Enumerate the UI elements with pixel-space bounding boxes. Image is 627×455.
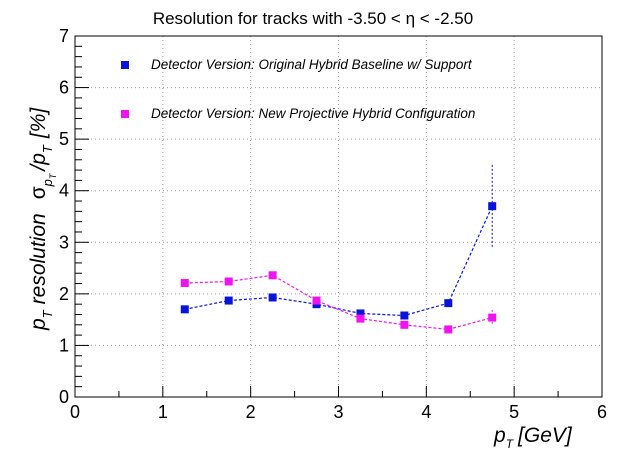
data-point [488, 202, 497, 211]
y-axis-label-resolution: resolution [27, 213, 50, 304]
legend-marker-new [121, 110, 129, 118]
data-point [312, 296, 321, 305]
y-axis-label-slash-sub: T [40, 144, 55, 153]
chart-title: Resolution for tracks with -3.50 < η < -… [153, 9, 473, 28]
data-series [180, 164, 497, 334]
data-point [400, 311, 409, 320]
x-tick-label: 6 [597, 402, 607, 422]
y-tick-label: 4 [59, 181, 69, 201]
y-tick-label: 5 [59, 129, 69, 149]
data-point [488, 313, 497, 322]
data-point [400, 320, 409, 329]
data-point [356, 314, 365, 323]
y-axis-label-slash-p: /p [27, 153, 50, 173]
pad-background [12, 0, 615, 455]
y-axis-label-unit: [%] [27, 107, 50, 140]
data-point [180, 279, 189, 288]
x-tick-label: 3 [333, 402, 343, 422]
x-tick-label: 2 [246, 402, 256, 422]
series-line [184, 205, 493, 317]
y-tick-label: 1 [59, 335, 69, 355]
y-tick-label: 7 [59, 26, 69, 46]
x-axis-label-unit: [GeV] [517, 424, 573, 447]
y-axis-label-p: p [27, 318, 50, 331]
series-1 [180, 271, 497, 334]
legend-label-new: Detector Version: New Projective Hybrid … [151, 106, 475, 121]
data-point [268, 293, 277, 302]
data-point [180, 305, 189, 314]
legend-label-original: Detector Version: Original Hybrid Baseli… [151, 57, 473, 72]
y-axis-label-sigma: σ [27, 186, 50, 199]
x-tick-label: 1 [158, 402, 168, 422]
x-axis-label-sub: T [506, 437, 515, 451]
axis-ticks [74, 35, 603, 398]
x-axis-label-p: p [493, 424, 506, 447]
data-point [224, 296, 233, 305]
y-axis-label-sigma-subsub: T [48, 172, 58, 179]
x-axis-label: pT [GeV] [493, 424, 573, 451]
legend-marker-original [121, 61, 129, 69]
x-tick-labels: 0 1 2 3 4 5 6 [70, 402, 607, 422]
y-axis-label: pTresolutionσpT/pT[%] [27, 107, 58, 331]
data-point [444, 299, 453, 308]
y-axis-label-p-sub: T [40, 309, 55, 318]
x-tick-label: 0 [70, 402, 80, 422]
y-tick-labels: 0 1 2 3 4 5 6 7 [59, 26, 69, 407]
legend: Detector Version: Original Hybrid Baseli… [121, 57, 475, 121]
grid [75, 36, 602, 397]
series-line [184, 274, 493, 331]
svg-text:pT[GeV]: pT [GeV] [493, 424, 573, 451]
y-axis-label-sigma-sub: p [40, 179, 55, 187]
data-point [356, 309, 365, 318]
y-tick-label: 2 [59, 284, 69, 304]
svg-text:pTresolutionσpT/pT[%]: pTresolutionσpT/pT[%] [27, 107, 58, 331]
y-tick-label: 6 [59, 78, 69, 98]
x-tick-label: 5 [509, 402, 519, 422]
data-point [444, 325, 453, 334]
y-tick-label: 3 [59, 232, 69, 252]
data-point [268, 271, 277, 280]
y-tick-label: 0 [59, 387, 69, 407]
x-tick-label: 4 [421, 402, 431, 422]
data-point [224, 277, 233, 286]
